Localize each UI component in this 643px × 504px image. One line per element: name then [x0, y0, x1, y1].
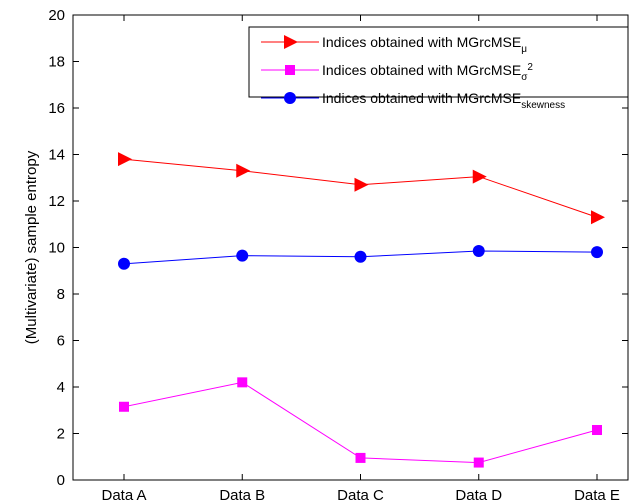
legend-label-0-subscript: μ [521, 44, 527, 55]
legend-label-2-text: Indices obtained with MGrcMSE [322, 90, 521, 106]
series-1-point-2 [355, 452, 366, 463]
y-tick-label-6: 12 [48, 193, 65, 210]
series-1-point-3 [473, 457, 484, 468]
plot-area [118, 152, 605, 468]
y-tick-label-2: 4 [57, 379, 65, 396]
series-2-point-1 [236, 249, 249, 262]
series-0-point-1 [236, 163, 251, 178]
x-tick-label-4: Data E [574, 487, 620, 504]
y-tick-label-9: 18 [48, 54, 65, 71]
series-0-point-0 [118, 152, 132, 167]
y-tick-label-1: 2 [57, 426, 65, 443]
y-tick-label-0: 0 [57, 472, 65, 489]
series-2-point-2 [354, 250, 367, 263]
y-tick-label-10: 20 [48, 7, 65, 24]
legend-label-1-superscript: 2 [527, 62, 533, 73]
series-2-point-3 [472, 244, 485, 257]
series-0-point-2 [354, 177, 369, 192]
legend-marker-2 [284, 92, 296, 104]
y-tick-label-3: 6 [57, 333, 65, 350]
axes: 0 2 4 6 8 10 12 14 16 18 20 Data A Data B Data C Data … [23, 7, 629, 504]
legend-label-0: Indices obtained with MGrcMSEμ [322, 34, 527, 55]
legend-label-2: Indices obtained with MGrcMSEskewness [322, 90, 565, 111]
series-0-point-3 [472, 169, 487, 184]
series-1-point-0 [119, 401, 129, 412]
y-axis-label: (Multivariate) sample entropy [23, 150, 40, 344]
series-0-point-4 [591, 210, 605, 225]
legend-box [248, 26, 629, 98]
y-tick-label-7: 14 [48, 147, 65, 164]
x-tick-label-2: Data C [337, 487, 384, 504]
y-tick-label-4: 8 [57, 286, 65, 303]
x-tick-label-3: Data D [455, 487, 502, 504]
x-tick-label-1: Data B [219, 487, 265, 504]
legend-marker-0 [284, 35, 298, 49]
series-2-point-0 [118, 257, 130, 270]
series-2-point-4 [591, 246, 603, 259]
legend-label-1: Indices obtained with MGrcMSEσ2 [322, 62, 533, 83]
y-tick-label-8: 16 [48, 100, 65, 117]
series-1-point-4 [592, 425, 602, 436]
legend-marker-1 [285, 65, 295, 75]
y-tick-label-5: 10 [48, 240, 65, 257]
legend-label-2-subscript: skewness [521, 100, 565, 111]
series-1-point-1 [237, 377, 248, 388]
legend-label-0-text: Indices obtained with MGrcMSE [322, 34, 521, 50]
x-tick-label-0: Data A [101, 487, 146, 504]
legend-label-1-text: Indices obtained with MGrcMSE [322, 62, 521, 78]
legend-label-1-subscript: σ [521, 72, 528, 83]
